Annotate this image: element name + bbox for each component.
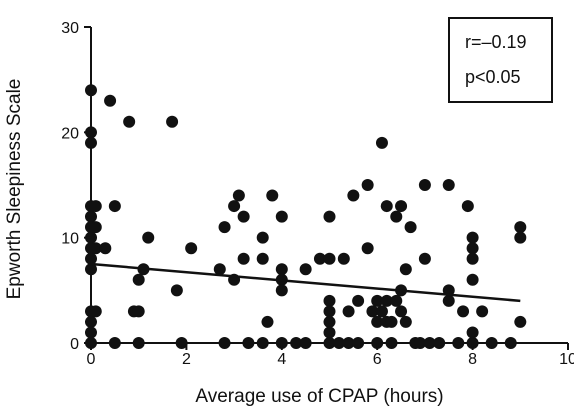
data-point bbox=[132, 305, 145, 318]
data-point bbox=[299, 263, 312, 276]
data-point bbox=[399, 263, 412, 276]
data-point bbox=[476, 305, 489, 318]
data-point bbox=[466, 326, 479, 339]
data-point bbox=[89, 305, 102, 318]
data-point bbox=[390, 294, 403, 307]
data-point bbox=[323, 305, 336, 318]
data-point bbox=[380, 294, 393, 307]
data-point bbox=[323, 210, 336, 223]
x-tick-label: 0 bbox=[87, 351, 96, 368]
y-axis-title: Epworth Sleepiness Scale bbox=[4, 79, 25, 300]
data-point bbox=[261, 315, 274, 328]
data-point bbox=[371, 315, 384, 328]
data-point bbox=[237, 210, 250, 223]
data-point bbox=[466, 252, 479, 265]
data-point bbox=[228, 200, 241, 213]
data-point bbox=[323, 315, 336, 328]
data-point bbox=[275, 263, 288, 276]
data-point bbox=[466, 273, 479, 286]
data-point bbox=[514, 221, 527, 234]
data-point bbox=[442, 179, 455, 191]
data-point bbox=[514, 231, 527, 244]
x-tick-label: 4 bbox=[277, 351, 286, 368]
x-axis-title: Average use of CPAP (hours) bbox=[195, 386, 443, 407]
data-point bbox=[342, 305, 355, 318]
statistics-box: r=–0.19 p<0.05 bbox=[448, 17, 553, 103]
data-point bbox=[313, 252, 326, 265]
data-point bbox=[166, 115, 179, 128]
data-point bbox=[213, 263, 226, 276]
data-point bbox=[232, 189, 245, 202]
data-point bbox=[390, 210, 403, 223]
y-tick-label: 10 bbox=[61, 231, 79, 248]
y-tick-label: 0 bbox=[70, 336, 79, 353]
data-point bbox=[395, 200, 408, 213]
x-tick-label: 10 bbox=[559, 351, 574, 368]
data-point bbox=[218, 221, 231, 234]
data-points bbox=[85, 84, 527, 349]
data-point bbox=[89, 242, 102, 255]
data-point bbox=[256, 252, 269, 265]
data-point bbox=[352, 294, 365, 307]
data-point bbox=[99, 242, 112, 255]
x-tick-label: 2 bbox=[182, 351, 191, 368]
data-point bbox=[366, 305, 379, 318]
data-point bbox=[418, 252, 431, 265]
regression-line bbox=[90, 262, 521, 303]
x-axis-ticks: 0 2 4 6 8 10 bbox=[87, 343, 574, 368]
data-point bbox=[323, 252, 336, 265]
data-point bbox=[132, 273, 145, 286]
data-point bbox=[404, 221, 417, 234]
data-point bbox=[142, 231, 155, 244]
data-point bbox=[457, 305, 470, 318]
data-point bbox=[361, 242, 374, 255]
data-point bbox=[256, 231, 269, 244]
data-point bbox=[237, 252, 250, 265]
data-point bbox=[108, 200, 121, 213]
data-point bbox=[275, 210, 288, 223]
data-point bbox=[347, 189, 360, 202]
data-point bbox=[385, 315, 398, 328]
data-point bbox=[371, 294, 384, 307]
data-point bbox=[89, 221, 102, 234]
data-point bbox=[275, 284, 288, 297]
data-point bbox=[375, 305, 388, 318]
data-point bbox=[375, 136, 388, 149]
correlation-label: r=–0.19 bbox=[465, 32, 527, 52]
data-point bbox=[104, 94, 117, 107]
y-tick-label: 20 bbox=[61, 125, 79, 142]
data-point bbox=[337, 252, 350, 265]
data-point bbox=[323, 326, 336, 339]
data-point bbox=[418, 179, 431, 191]
data-point bbox=[123, 115, 136, 128]
data-point bbox=[466, 242, 479, 255]
data-point bbox=[361, 179, 374, 191]
data-point bbox=[185, 242, 198, 255]
y-axis-ticks: 0 10 20 30 bbox=[61, 20, 91, 353]
y-tick-label: 30 bbox=[61, 20, 79, 37]
data-point bbox=[266, 189, 279, 202]
data-point bbox=[442, 294, 455, 307]
data-point bbox=[395, 305, 408, 318]
data-point bbox=[466, 231, 479, 244]
data-point bbox=[89, 200, 102, 213]
data-point bbox=[514, 315, 527, 328]
statistics-box-frame bbox=[448, 17, 553, 103]
data-point bbox=[380, 200, 393, 213]
x-tick-label: 6 bbox=[373, 351, 382, 368]
data-point bbox=[323, 294, 336, 307]
x-tick-label: 8 bbox=[468, 351, 477, 368]
data-point bbox=[399, 315, 412, 328]
p-value-label: p<0.05 bbox=[465, 67, 521, 87]
data-point bbox=[170, 284, 183, 297]
data-point bbox=[461, 200, 474, 213]
